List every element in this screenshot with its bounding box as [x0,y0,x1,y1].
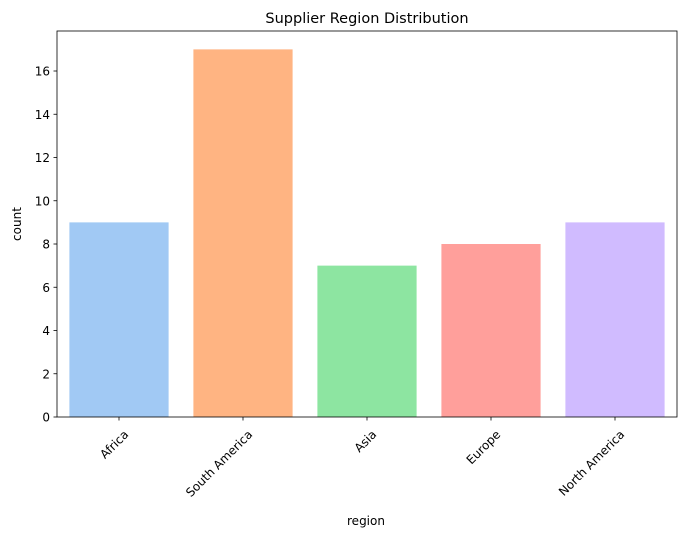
y-tick-label: 10 [35,194,50,208]
x-axis-label: region [347,514,385,528]
bar-europe [441,244,541,417]
y-axis-label: count [10,207,24,241]
bar-south-america [193,49,293,417]
x-tick-label: Asia [352,427,380,455]
y-axis: 0 2 4 6 8 10 12 14 16 [35,65,57,425]
x-axis: Africa South America Asia Europe North Ameri… [97,417,627,500]
y-tick-label: 6 [42,281,50,295]
y-tick-label: 14 [35,108,50,122]
y-tick-label: 16 [35,65,50,79]
x-tick-label: South America [183,427,255,499]
y-tick-label: 0 [42,411,50,425]
bars-group [69,49,665,417]
x-tick-label: Africa [97,427,131,461]
y-tick-label: 12 [35,151,50,165]
bar-africa [69,222,169,417]
x-tick-label: North America [556,427,627,498]
bar-north-america [565,222,665,417]
chart-title: Supplier Region Distribution [265,11,468,27]
y-tick-label: 2 [42,367,50,381]
y-tick-label: 8 [42,238,50,252]
bar-asia [317,265,417,417]
x-tick-label: Europe [464,427,504,467]
y-tick-label: 4 [42,324,50,338]
